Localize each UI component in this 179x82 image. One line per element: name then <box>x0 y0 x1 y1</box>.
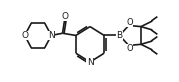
Text: O: O <box>61 12 68 21</box>
Text: N: N <box>87 58 93 67</box>
Text: B: B <box>117 31 123 40</box>
Text: N: N <box>48 31 55 40</box>
Text: N: N <box>47 31 54 40</box>
Text: O: O <box>21 31 28 40</box>
Text: O: O <box>126 18 133 27</box>
Text: O: O <box>126 44 133 53</box>
